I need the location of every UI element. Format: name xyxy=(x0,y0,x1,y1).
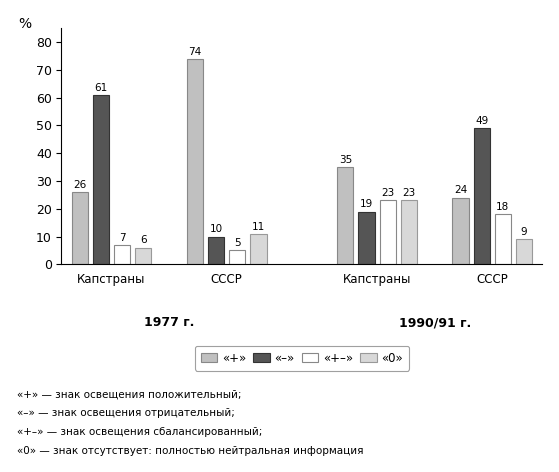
Text: 10: 10 xyxy=(210,224,222,234)
Text: «+» — знак освещения положительный;: «+» — знак освещения положительный; xyxy=(17,389,241,399)
Text: «–» — знак освещения отрицательный;: «–» — знак освещения отрицательный; xyxy=(17,408,235,418)
Bar xyxy=(229,251,245,264)
Bar xyxy=(473,128,490,264)
Text: 1977 г.: 1977 г. xyxy=(144,316,194,329)
Text: 74: 74 xyxy=(188,47,201,57)
Bar xyxy=(401,201,417,264)
Text: 23: 23 xyxy=(402,188,415,198)
Text: 5: 5 xyxy=(234,238,240,248)
Text: %: % xyxy=(18,17,31,31)
Text: 6: 6 xyxy=(140,236,146,245)
Bar xyxy=(72,192,88,264)
Legend: «+», «–», «+–», «0»: «+», «–», «+–», «0» xyxy=(195,346,409,371)
Bar xyxy=(337,167,353,264)
Bar xyxy=(380,201,396,264)
Bar xyxy=(114,245,130,264)
Bar xyxy=(208,236,224,264)
Text: 23: 23 xyxy=(381,188,394,198)
Text: 1990/91 г.: 1990/91 г. xyxy=(399,316,471,329)
Bar xyxy=(495,214,511,264)
Bar xyxy=(452,198,468,264)
Text: «0» — знак отсутствует: полностью нейтральная информация: «0» — знак отсутствует: полностью нейтра… xyxy=(17,446,363,456)
Text: 9: 9 xyxy=(521,227,527,237)
Bar xyxy=(358,211,375,264)
Text: 11: 11 xyxy=(252,221,265,232)
Bar xyxy=(516,239,532,264)
Text: 18: 18 xyxy=(496,202,509,212)
Text: 19: 19 xyxy=(360,199,373,210)
Bar xyxy=(250,234,267,264)
Bar xyxy=(135,248,151,264)
Text: 26: 26 xyxy=(73,180,86,190)
Bar xyxy=(93,95,109,264)
Text: 61: 61 xyxy=(94,83,107,93)
Text: 49: 49 xyxy=(475,116,488,126)
Text: «+–» — знак освещения сбалансированный;: «+–» — знак освещения сбалансированный; xyxy=(17,427,262,437)
Text: 35: 35 xyxy=(339,155,352,165)
Text: 7: 7 xyxy=(119,233,125,243)
Text: 24: 24 xyxy=(454,185,467,195)
Bar xyxy=(187,59,203,264)
